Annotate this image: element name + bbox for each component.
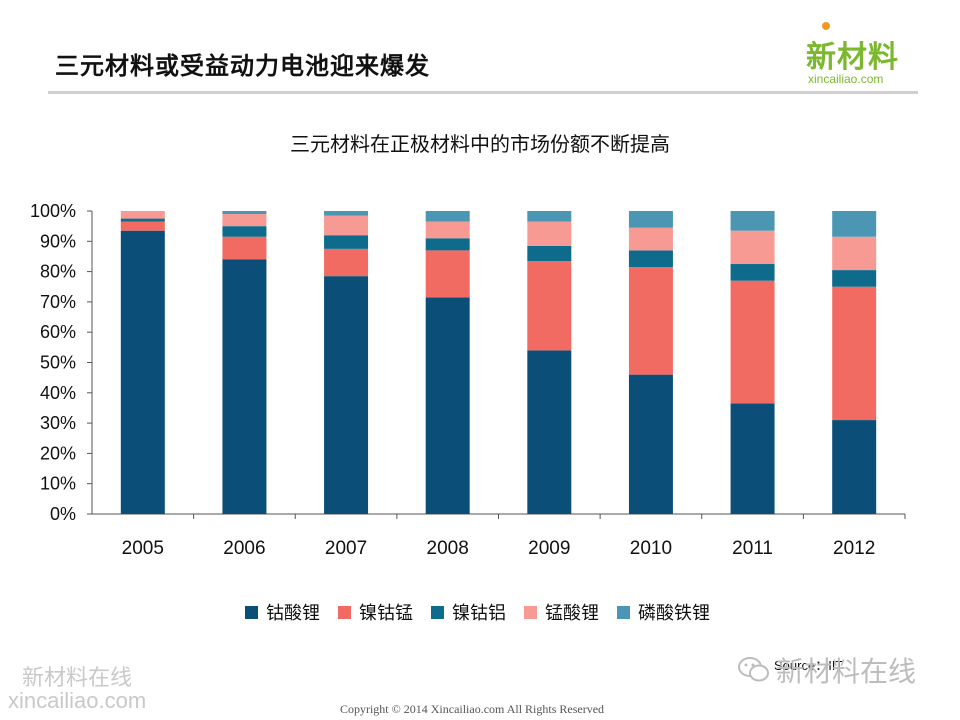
bar-segment-2007 xyxy=(324,215,369,236)
bar-segment-2009 xyxy=(527,260,572,351)
y-tick-label: 100% xyxy=(30,201,76,221)
bar-segment-2005 xyxy=(120,211,165,219)
bar-segment-2006 xyxy=(222,226,267,237)
legend-label: 磷酸铁锂 xyxy=(638,603,710,624)
bar-segment-2006 xyxy=(222,236,267,260)
bar-segment-2012 xyxy=(832,286,877,421)
y-tick-label: 0% xyxy=(50,504,76,524)
brand-logo: 新材料 xincailiao.com xyxy=(800,20,920,88)
legend-swatch xyxy=(431,605,444,619)
x-tick-label: 2011 xyxy=(732,538,773,559)
x-tick-label: 2010 xyxy=(630,538,672,559)
legend-label: 钴酸锂 xyxy=(266,603,320,624)
bar-segment-2005 xyxy=(120,218,165,222)
y-tick-label: 30% xyxy=(40,413,76,433)
title-divider xyxy=(48,91,918,94)
x-tick-label: 2009 xyxy=(528,538,570,559)
logo-text: 新材料 xyxy=(806,40,899,75)
y-tick-label: 60% xyxy=(40,322,76,342)
bar-segment-2006 xyxy=(222,211,267,215)
logo-dot-icon xyxy=(822,22,830,30)
bar-segment-2009 xyxy=(527,221,572,246)
legend-swatch xyxy=(524,605,537,619)
x-tick-label: 2012 xyxy=(833,538,875,559)
legend-item: 镍钴铝 xyxy=(431,599,506,625)
x-tick-label: 2008 xyxy=(427,538,469,559)
bar-segment-2007 xyxy=(324,211,369,216)
wechat-icon xyxy=(738,657,769,682)
y-tick-label: 10% xyxy=(40,474,76,494)
watermark-right-text: 新材料在线 xyxy=(776,655,917,688)
bar-segment-2009 xyxy=(527,211,572,222)
bar-segment-2009 xyxy=(527,245,572,261)
bar-segment-2012 xyxy=(832,270,877,287)
bar-segment-2007 xyxy=(324,248,369,277)
bar-segment-2011 xyxy=(730,230,775,265)
watermark-right: 新材料在线 xyxy=(738,650,916,690)
y-tick-label: 50% xyxy=(40,353,76,373)
legend-swatch xyxy=(245,605,258,619)
y-tick-label: 20% xyxy=(40,443,76,463)
x-tick-label: 2007 xyxy=(325,538,367,559)
bar-segment-2009 xyxy=(527,350,572,514)
bar-segment-2011 xyxy=(730,211,775,231)
legend-item: 锰酸锂 xyxy=(524,599,599,625)
legend-swatch xyxy=(338,605,351,619)
bar-segment-2008 xyxy=(425,297,470,514)
legend-item: 磷酸铁锂 xyxy=(617,599,710,625)
bar-segment-2005 xyxy=(120,221,165,231)
bar-segment-2010 xyxy=(628,227,673,251)
legend-swatch xyxy=(617,605,630,619)
x-tick-label: 2006 xyxy=(223,538,265,559)
logo-url: xincailiao.com xyxy=(808,72,884,86)
y-tick-label: 80% xyxy=(40,262,76,282)
bar-segment-2010 xyxy=(628,250,673,268)
bar-segment-2010 xyxy=(628,374,673,514)
y-tick-label: 70% xyxy=(40,292,76,312)
bar-segment-2006 xyxy=(222,214,267,227)
bar-segment-2008 xyxy=(425,238,470,251)
bar-segment-2007 xyxy=(324,276,369,514)
chart-title: 三元材料在正极材料中的市场份额不断提高 xyxy=(290,132,670,156)
legend-label: 镍钴锰 xyxy=(359,603,413,624)
copyright-footer: Copyright © 2014 Xincailiao.com All Righ… xyxy=(339,702,605,716)
bar-segment-2005 xyxy=(120,230,165,514)
bar-segment-2012 xyxy=(832,420,877,514)
bar-segment-2011 xyxy=(730,264,775,281)
y-tick-label: 90% xyxy=(40,231,76,251)
bar-segment-2011 xyxy=(730,280,775,404)
legend-label: 镍钴铝 xyxy=(452,603,506,624)
bar-segment-2008 xyxy=(425,250,470,298)
bar-segment-2011 xyxy=(730,403,775,514)
bar-segment-2007 xyxy=(324,235,369,249)
y-tick-label: 40% xyxy=(40,383,76,403)
legend-label: 锰酸锂 xyxy=(545,603,599,624)
bar-segment-2010 xyxy=(628,267,673,375)
chart-legend: 钴酸锂 镍钴锰 镍钴铝 锰酸锂 磷酸铁锂 xyxy=(245,600,710,624)
bar-segment-2008 xyxy=(425,221,470,239)
bar-segment-2006 xyxy=(222,259,267,514)
legend-item: 钴酸锂 xyxy=(245,599,320,625)
watermark-left-title: 新材料在线 xyxy=(22,666,133,691)
bar-segment-2010 xyxy=(628,211,673,228)
source-note: Source：IIT xyxy=(774,658,844,673)
bar-segment-2012 xyxy=(832,211,877,237)
legend-item: 镍钴锰 xyxy=(338,599,413,625)
watermark-left-url: xincailiao.com xyxy=(8,688,147,713)
page-title: 三元材料或受益动力电池迎来爆发 xyxy=(55,52,430,80)
bar-segment-2012 xyxy=(832,236,877,271)
x-tick-label: 2005 xyxy=(122,538,164,559)
bar-segment-2008 xyxy=(425,211,470,222)
